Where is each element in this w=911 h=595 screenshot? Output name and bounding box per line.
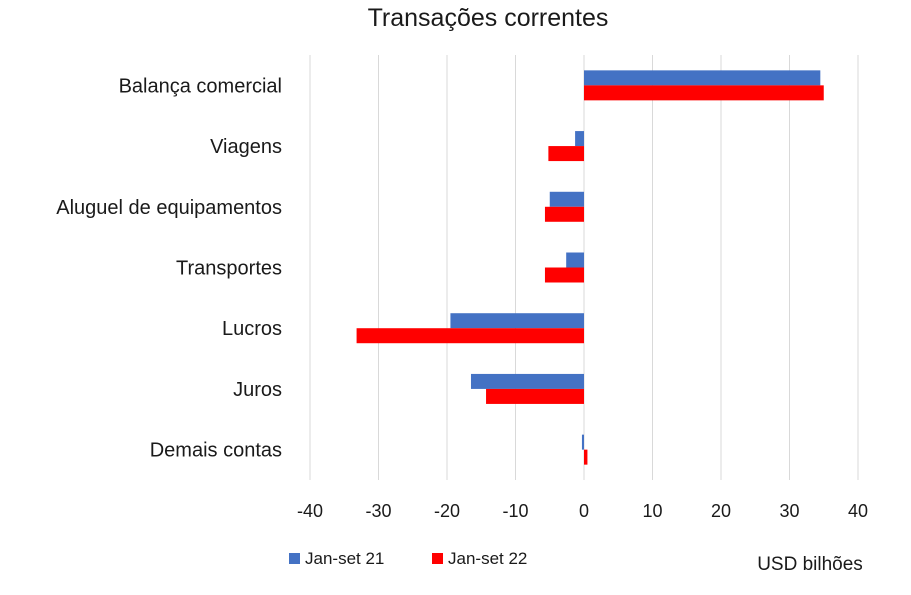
x-tick-labels: -40 -30 -20 -10 0 10 20 30 40 [297, 501, 868, 521]
bar-jan-set-22-viagens [548, 146, 584, 162]
bar-jan-set-21-balanca-comercial [584, 70, 821, 86]
bar-jan-set-21-juros [470, 373, 584, 389]
bar-jan-set-21-lucros [450, 313, 584, 329]
bar-jan-set-22-balanca-comercial [584, 85, 824, 101]
legend-swatch-jan-set-21 [289, 553, 300, 564]
x-tick-label: 30 [779, 501, 799, 521]
bar-jan-set-21-demais-contas [581, 434, 584, 450]
bar-jan-set-22-lucros [356, 328, 584, 344]
bars [356, 70, 824, 465]
x-tick-label: 10 [642, 501, 662, 521]
legend-label-jan-set-22: Jan-set 22 [448, 549, 527, 568]
x-tick-label: -40 [297, 501, 323, 521]
bar-jan-set-21-viagens [575, 131, 584, 147]
category-labels: Balança comercial Viagens Aluguel de equip… [56, 75, 282, 461]
x-tick-label: -10 [502, 501, 528, 521]
legend: Jan-set 21 Jan-set 22 [289, 549, 527, 568]
chart-title: Transações correntes [368, 4, 609, 32]
category-label-transportes: Transportes [176, 258, 282, 280]
category-label-demais-contas: Demais contas [150, 440, 282, 462]
bar-jan-set-22-aluguel-de-equipamentos [544, 206, 584, 222]
bar-jan-set-22-juros [486, 388, 584, 404]
bar-jan-set-21-aluguel-de-equipamentos [549, 191, 584, 207]
x-tick-label: 40 [848, 501, 868, 521]
bar-jan-set-21-transportes [566, 252, 584, 268]
x-tick-label: -20 [434, 501, 460, 521]
bar-jan-set-22-transportes [544, 267, 584, 283]
category-label-juros: Juros [233, 379, 282, 401]
legend-swatch-jan-set-22 [432, 553, 443, 564]
bar-jan-set-22-demais-contas [584, 449, 588, 465]
x-axis-label: USD bilhões [757, 554, 863, 575]
legend-label-jan-set-21: Jan-set 21 [305, 549, 384, 568]
category-label-balanca-comercial: Balança comercial [119, 75, 282, 97]
x-tick-label: 0 [579, 501, 589, 521]
x-tick-label: -30 [365, 501, 391, 521]
x-tick-label: 20 [711, 501, 731, 521]
category-label-viagens: Viagens [210, 136, 282, 158]
category-label-lucros: Lucros [222, 318, 282, 340]
category-label-aluguel-de-equipamentos: Aluguel de equipamentos [56, 197, 282, 219]
